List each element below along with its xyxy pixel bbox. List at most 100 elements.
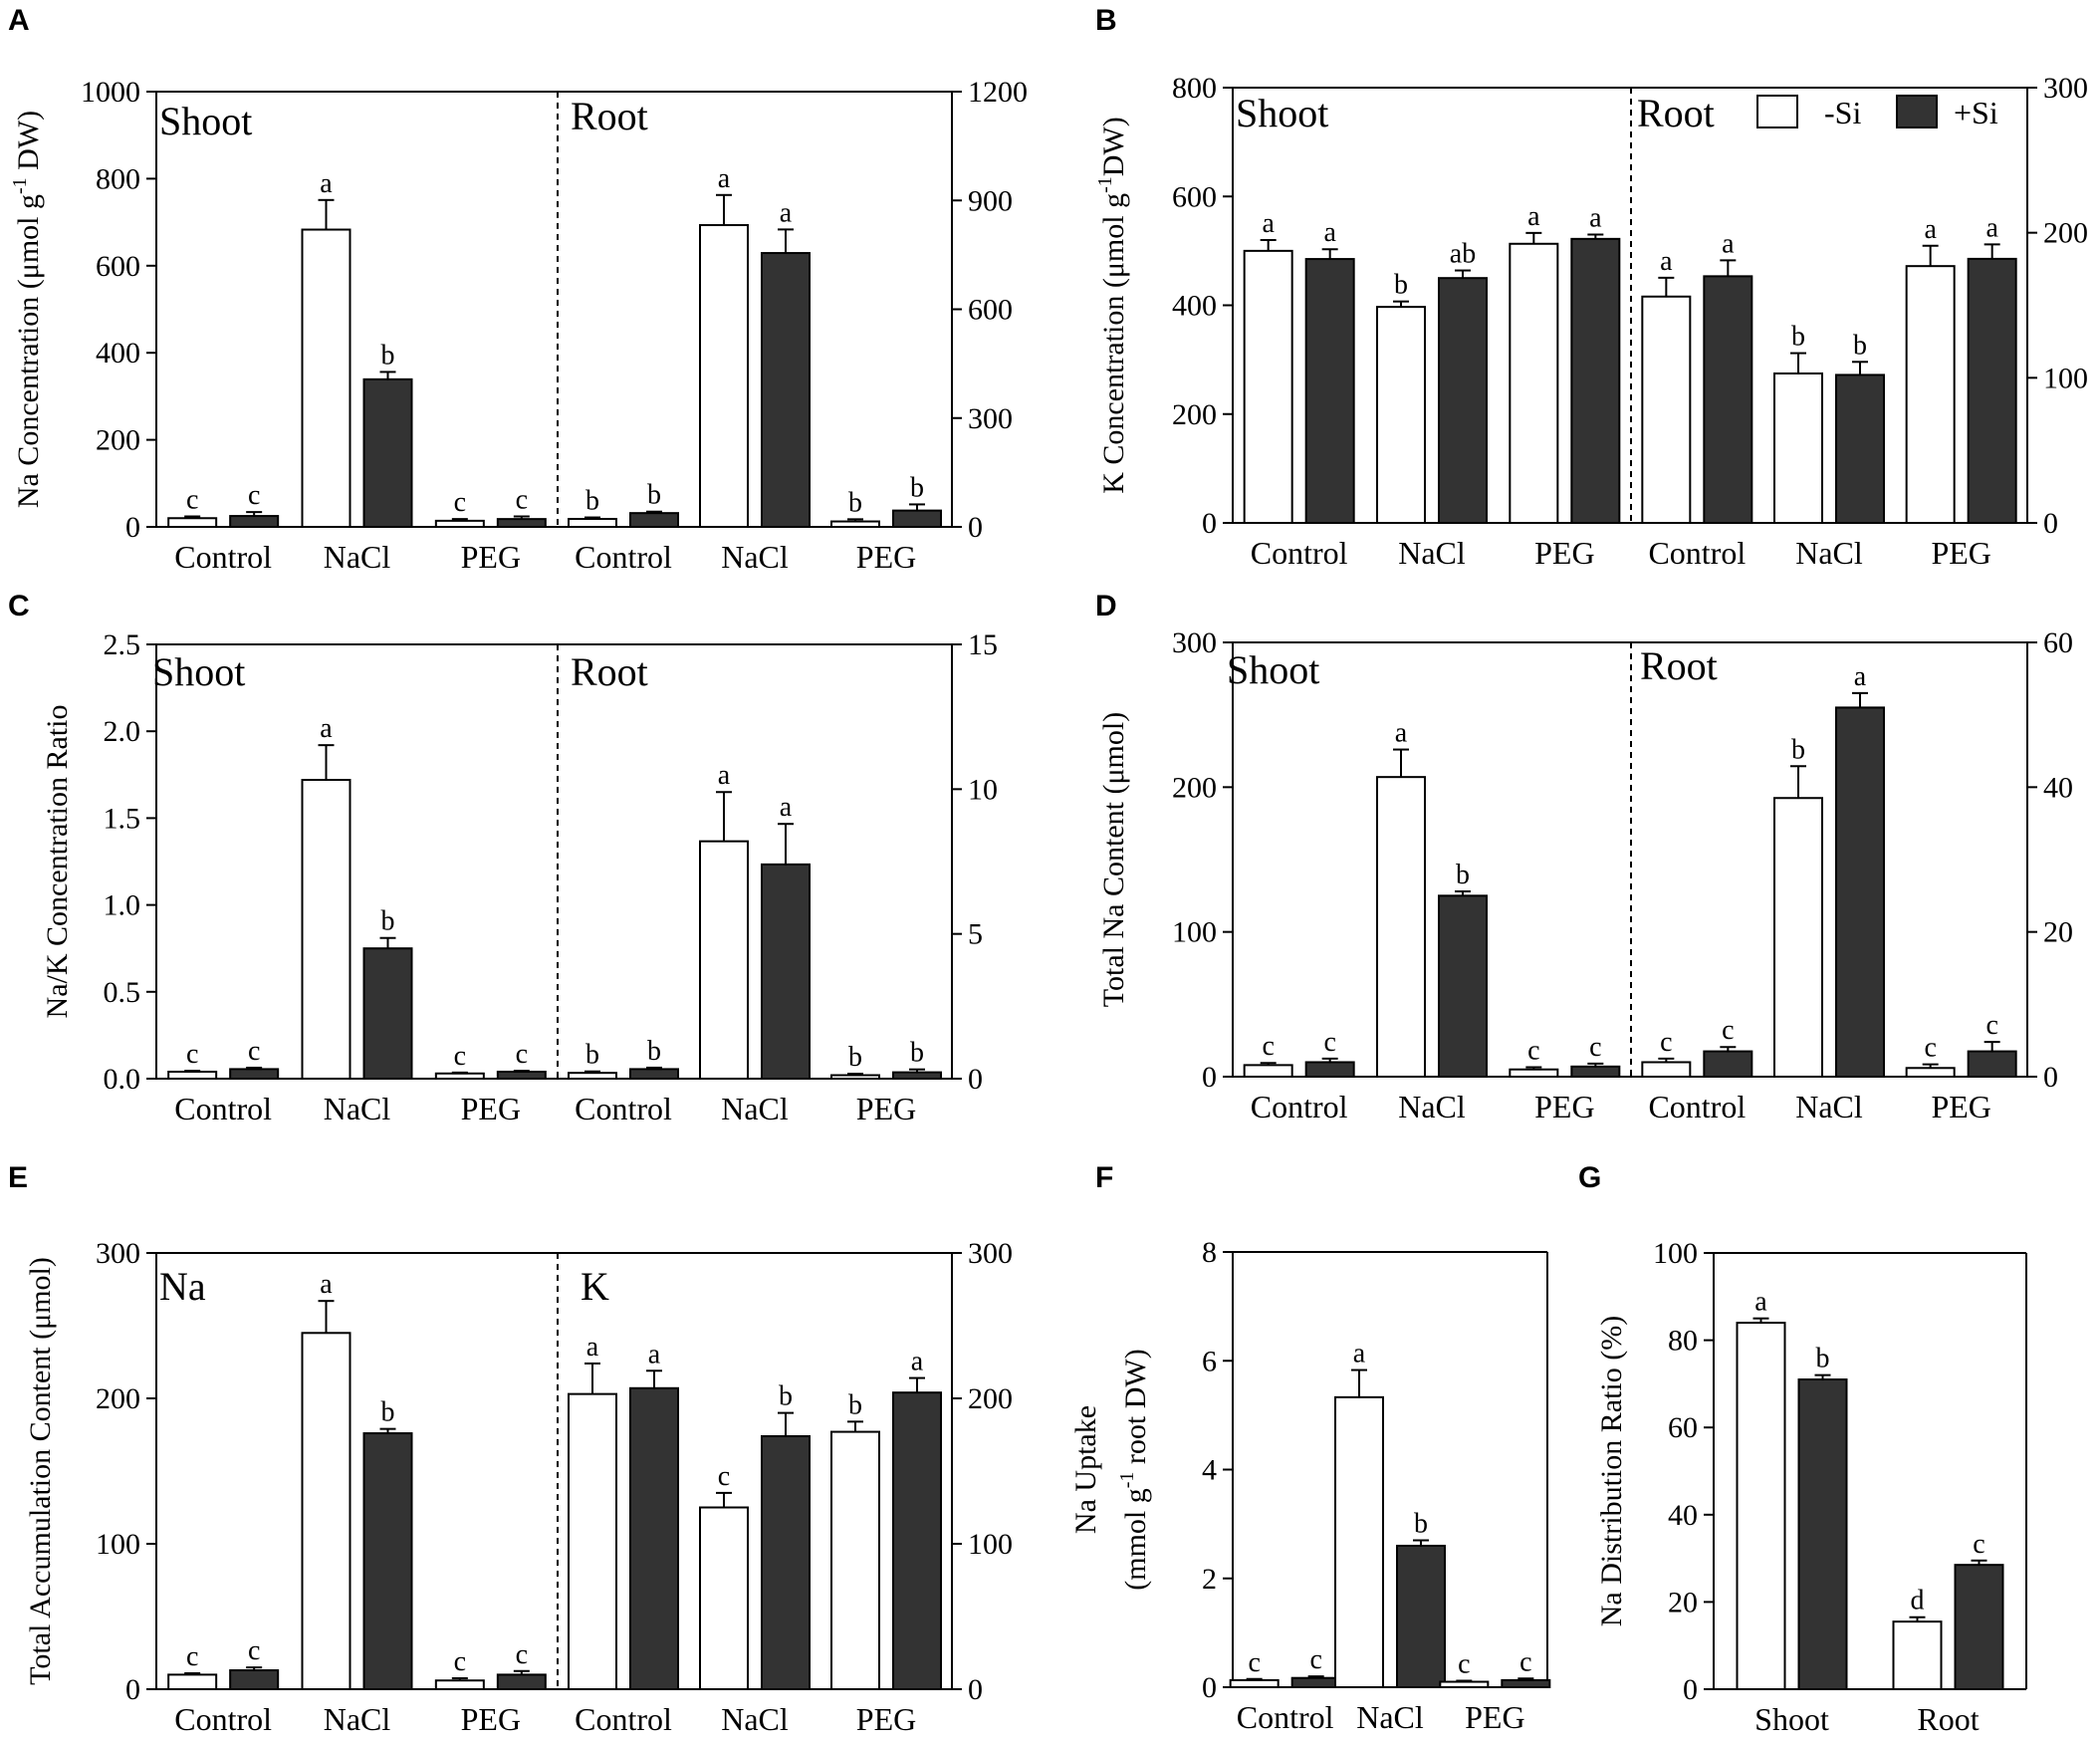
significance-letter: b xyxy=(1791,322,1805,353)
y-tick-label: 2.5 xyxy=(104,628,141,661)
significance-letter: b xyxy=(1394,270,1408,301)
bar-plus-si xyxy=(1438,894,1488,1078)
bar-minus-si xyxy=(1376,776,1426,1078)
bar-plus-si xyxy=(496,518,547,528)
bar-plus-si xyxy=(362,377,413,528)
significance-letter: a xyxy=(320,168,333,199)
significance-letter: d xyxy=(1911,1586,1925,1617)
significance-letter: c xyxy=(186,485,198,516)
y-tick-label: 4 xyxy=(1202,1454,1217,1487)
significance-letter: c xyxy=(1589,1032,1601,1063)
x-tick-label: PEG xyxy=(1465,1699,1524,1735)
bar-plus-si xyxy=(892,1071,942,1081)
y-tick-label: 40 xyxy=(1668,1499,1698,1532)
bar-minus-si xyxy=(301,228,351,529)
panel-label: D xyxy=(1095,590,1117,622)
significance-letter: a xyxy=(1854,661,1867,692)
bar-minus-si xyxy=(1509,242,1559,524)
bar-minus-si xyxy=(1773,797,1823,1078)
bar-minus-si xyxy=(830,520,880,528)
bar-plus-si xyxy=(1967,257,2017,524)
panel-label: B xyxy=(1095,4,1117,37)
y-axis-title-text: Na Distribution Ratio (%) xyxy=(1595,1316,1628,1626)
significance-letter: c xyxy=(248,480,260,511)
y-tick-label: 0 xyxy=(1202,507,1217,540)
significance-letter: a xyxy=(780,197,793,228)
y-tick-label: 2 xyxy=(1202,1563,1217,1596)
bar-plus-si xyxy=(1954,1564,2004,1691)
bar-minus-si xyxy=(1905,265,1956,524)
y-tick-label: 40 xyxy=(2043,771,2073,804)
significance-letter: c xyxy=(1973,1529,1984,1560)
bar-minus-si xyxy=(1376,306,1426,525)
significance-letter: b xyxy=(848,1389,862,1420)
legend-label-plus-si: +Si xyxy=(1954,95,1998,130)
y-axis-title-text-end: root DW) xyxy=(1119,1349,1152,1471)
bar-minus-si xyxy=(1892,1620,1943,1690)
x-tick-label: PEG xyxy=(461,1701,521,1737)
bar-plus-si xyxy=(1304,258,1355,524)
significance-letter: a xyxy=(1754,1287,1767,1318)
y-tick-label: 0 xyxy=(1202,1671,1217,1704)
y-tick-label: 300 xyxy=(968,402,1013,435)
region-title: Shoot xyxy=(159,99,252,143)
significance-letter: c xyxy=(516,1039,528,1070)
bar-minus-si xyxy=(1641,1061,1692,1079)
bar-minus-si xyxy=(699,224,749,528)
x-tick-label: NaCl xyxy=(1795,535,1863,571)
bar-minus-si xyxy=(1905,1067,1956,1079)
significance-letter: c xyxy=(1519,1646,1531,1677)
y-axis-title: Na Distribution Ratio (%) xyxy=(1595,1316,1628,1626)
y-tick-label: 800 xyxy=(1172,72,1217,105)
y-tick-label: 1.5 xyxy=(104,802,141,835)
y-axis-title-text: Na/K Concentration Ratio xyxy=(41,705,74,1019)
significance-letter: a xyxy=(718,760,731,791)
y-tick-label: 400 xyxy=(1172,290,1217,323)
significance-letter: a xyxy=(1985,212,1998,243)
legend-swatch-plus-si xyxy=(1896,95,1938,128)
significance-letter: b xyxy=(1853,330,1867,361)
x-tick-label: Control xyxy=(575,1701,672,1737)
x-tick-label: Control xyxy=(1648,535,1746,571)
y-tick-label: 60 xyxy=(2043,626,2073,659)
significance-letter: b xyxy=(647,1036,661,1067)
bar-plus-si xyxy=(1396,1544,1446,1688)
bar-minus-si xyxy=(699,840,749,1080)
x-tick-label: Control xyxy=(1237,1699,1334,1735)
x-tick-label: NaCl xyxy=(1795,1089,1863,1124)
bar-plus-si xyxy=(1703,275,1753,524)
x-tick-label: NaCl xyxy=(324,1701,391,1737)
y-tick-label: 200 xyxy=(2043,217,2088,250)
x-tick-label: NaCl xyxy=(324,1091,391,1126)
bar-plus-si xyxy=(629,1068,679,1080)
y-tick-label: 0 xyxy=(968,1673,983,1706)
significance-letter: c xyxy=(516,485,528,516)
y-tick-label: 300 xyxy=(1172,626,1217,659)
bar-plus-si xyxy=(1835,373,1885,525)
region-title: Shoot xyxy=(1227,647,1319,692)
y-tick-label: 200 xyxy=(1172,398,1217,431)
significance-letter: a xyxy=(320,1269,333,1300)
y-tick-label: 400 xyxy=(96,337,140,370)
y-tick-label: 80 xyxy=(1668,1325,1698,1358)
significance-letter: c xyxy=(1660,1027,1672,1058)
significance-letter: c xyxy=(1722,1015,1734,1046)
significance-letter: c xyxy=(1262,1031,1274,1062)
significance-letter: c xyxy=(454,487,466,518)
bar-plus-si xyxy=(892,1391,942,1691)
y-axis-title: Na/K Concentration Ratio xyxy=(41,705,74,1019)
bar-minus-si xyxy=(1509,1068,1559,1078)
bar-minus-si xyxy=(1243,1064,1293,1078)
panel-f: F Na Uptake (mmol g-1 root DW) 0 2 4 6 8 Control… xyxy=(1069,1161,1551,1735)
significance-letter: c xyxy=(454,1646,466,1677)
bar-plus-si xyxy=(761,863,811,1081)
bar-plus-si xyxy=(761,1434,811,1690)
y-tick-label: 20 xyxy=(1668,1586,1698,1618)
y-axis-title-superscript: -1 xyxy=(9,177,31,194)
y-tick-label: 8 xyxy=(1202,1236,1217,1269)
bar-plus-si xyxy=(1501,1678,1551,1689)
y-tick-label: 900 xyxy=(968,184,1013,217)
y-tick-label: 1200 xyxy=(968,76,1028,109)
y-tick-label: 0.0 xyxy=(104,1063,141,1096)
